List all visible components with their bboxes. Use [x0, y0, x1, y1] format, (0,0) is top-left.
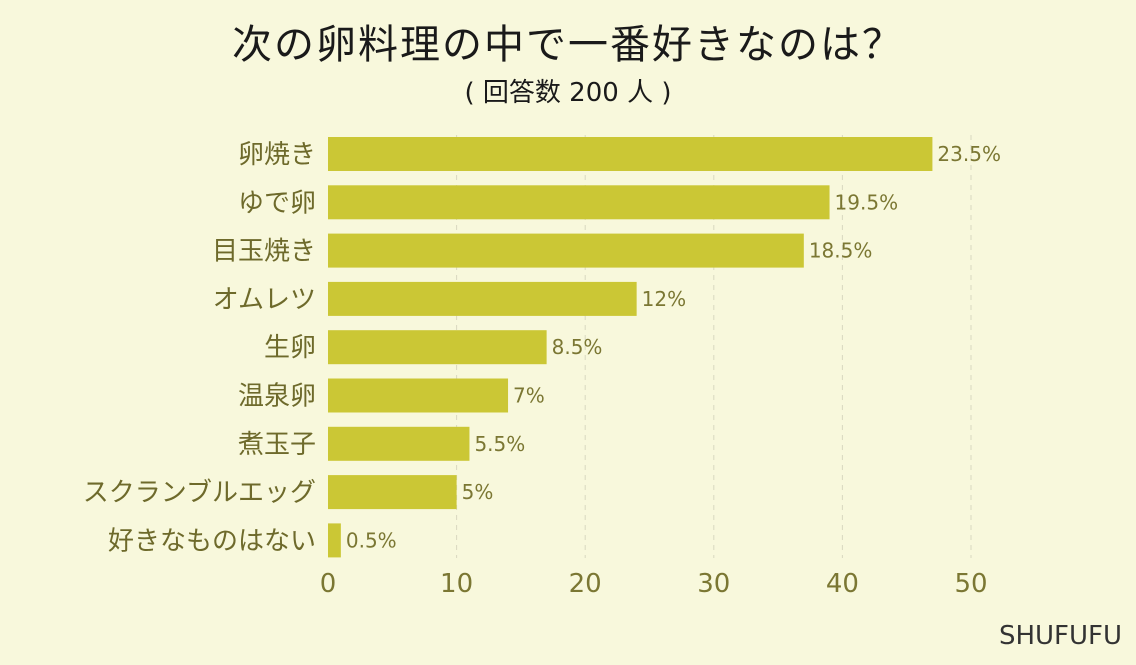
category-label-3: オムレツ — [213, 285, 316, 315]
bar-3 — [328, 281, 637, 316]
brand-logo: SHUFUFU — [998, 621, 1122, 651]
category-label-7: スクランブルエッグ — [83, 478, 316, 508]
chart-title: 次の卵料理の中で一番好きなのは？ — [232, 22, 904, 68]
bar-5 — [328, 378, 509, 413]
value-labels: 23.5% 19.5% 18.5% 12% 8.5% 7% 5.5% 5% 0.5% — [346, 142, 1001, 552]
category-label-6: 煮玉子 — [238, 430, 316, 460]
bars — [328, 137, 933, 558]
value-label-7: 5% — [462, 480, 494, 504]
bar-2 — [328, 233, 804, 268]
value-label-0: 23.5% — [937, 142, 1001, 166]
x-tick-label-40: 40 — [826, 569, 859, 599]
bar-1 — [328, 185, 830, 220]
value-label-1: 19.5% — [835, 190, 899, 214]
category-label-2: 目玉焼き — [212, 237, 316, 267]
category-label-8: 好きなものはない — [108, 526, 316, 556]
x-tick-label-10: 10 — [440, 569, 473, 599]
category-label-4: 生卵 — [264, 333, 316, 363]
value-label-6: 5.5% — [474, 432, 525, 456]
x-tick-label-20: 20 — [569, 569, 602, 599]
chart-subtitle: ( 回答数 200 人 ) — [464, 78, 672, 108]
value-label-3: 12% — [642, 287, 686, 311]
bar-6 — [328, 426, 470, 461]
value-label-4: 8.5% — [552, 335, 603, 359]
value-label-8: 0.5% — [346, 528, 397, 552]
value-label-5: 7% — [513, 384, 545, 408]
bar-4 — [328, 330, 547, 365]
x-tick-label-30: 30 — [697, 569, 730, 599]
category-label-5: 温泉卵 — [238, 382, 316, 412]
x-tick-label-50: 50 — [954, 569, 987, 599]
category-label-0: 卵焼き — [238, 140, 316, 170]
value-label-2: 18.5% — [809, 239, 873, 263]
x-tick-label-0: 0 — [320, 569, 337, 599]
bar-7 — [328, 475, 457, 510]
bar-0 — [328, 137, 933, 171]
x-axis-ticks: 0 10 20 30 40 50 — [320, 569, 988, 599]
bar-8 — [328, 523, 341, 558]
category-label-1: ゆで卵 — [238, 188, 316, 218]
